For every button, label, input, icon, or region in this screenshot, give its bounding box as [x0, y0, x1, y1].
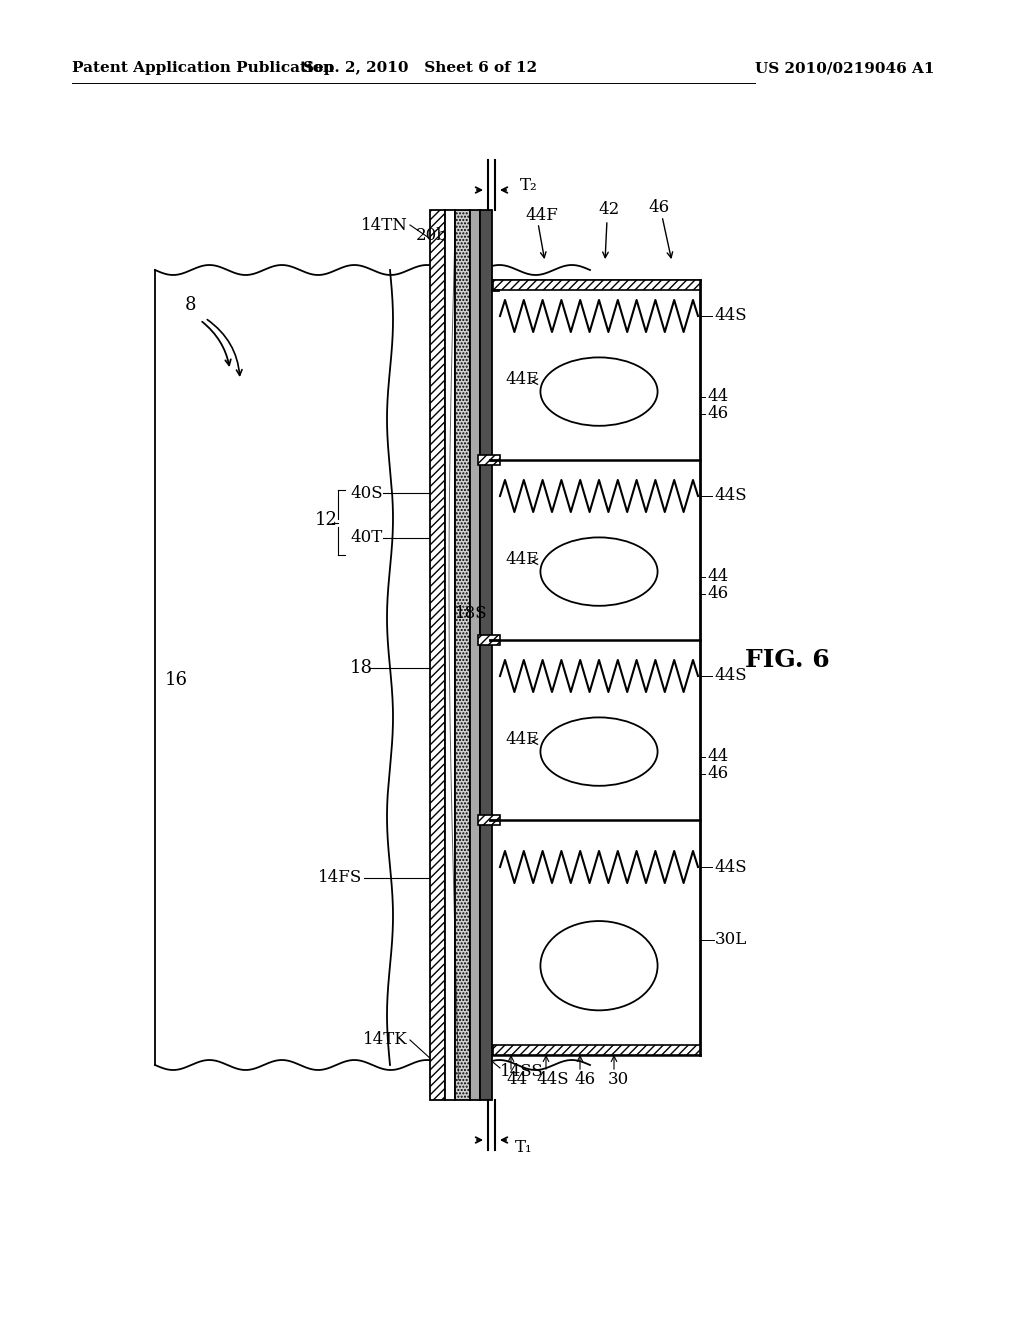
Bar — [445, 210, 455, 1100]
Text: 20b: 20b — [416, 227, 449, 244]
Text: 40T: 40T — [350, 529, 382, 546]
Text: 44S: 44S — [714, 668, 746, 685]
Text: 44S: 44S — [536, 1072, 568, 1089]
Text: 44F: 44F — [505, 552, 538, 568]
Bar — [493, 1045, 700, 1055]
Text: 8: 8 — [185, 296, 197, 314]
Ellipse shape — [541, 537, 657, 606]
Text: 44: 44 — [707, 388, 728, 405]
Text: 14TK: 14TK — [364, 1031, 408, 1048]
Text: US 2010/0219046 A1: US 2010/0219046 A1 — [755, 61, 935, 75]
Text: 46: 46 — [574, 1072, 595, 1089]
Text: 30: 30 — [608, 1072, 630, 1089]
Text: 44: 44 — [707, 748, 728, 766]
Text: 14SS: 14SS — [500, 1064, 544, 1081]
Bar — [493, 280, 700, 290]
Text: 14FS: 14FS — [317, 870, 362, 887]
Text: 44S: 44S — [714, 858, 746, 875]
Bar — [455, 210, 470, 1100]
Text: Patent Application Publication: Patent Application Publication — [72, 61, 334, 75]
Bar — [478, 814, 500, 825]
Text: T₁: T₁ — [515, 1139, 532, 1156]
Text: 44F: 44F — [505, 371, 538, 388]
Text: 12: 12 — [315, 511, 338, 529]
Text: 42: 42 — [598, 202, 620, 219]
Text: 16: 16 — [165, 671, 188, 689]
Ellipse shape — [541, 717, 657, 785]
Text: 44S: 44S — [714, 487, 746, 504]
Text: 44F: 44F — [505, 731, 538, 748]
Text: 46: 46 — [707, 405, 728, 422]
Text: 46: 46 — [707, 585, 728, 602]
Ellipse shape — [541, 921, 657, 1010]
Bar — [470, 210, 480, 1100]
Text: Sep. 2, 2010   Sheet 6 of 12: Sep. 2, 2010 Sheet 6 of 12 — [303, 61, 537, 75]
Text: 44: 44 — [506, 1072, 527, 1089]
Text: 44F: 44F — [525, 206, 558, 223]
Bar — [430, 210, 445, 1100]
Text: 14TN: 14TN — [361, 216, 408, 234]
Ellipse shape — [541, 358, 657, 426]
Text: 44: 44 — [707, 568, 728, 585]
Text: 30L: 30L — [715, 932, 748, 949]
Bar — [478, 635, 500, 645]
Text: T₂: T₂ — [520, 177, 538, 194]
Text: 40S: 40S — [350, 484, 383, 502]
Text: 46: 46 — [707, 766, 728, 781]
Text: 18S: 18S — [455, 605, 487, 622]
Text: 46: 46 — [648, 199, 669, 216]
Bar — [480, 210, 492, 1100]
Text: 44S: 44S — [714, 308, 746, 325]
Text: 18: 18 — [350, 659, 373, 677]
Bar — [478, 455, 500, 465]
Text: FIG. 6: FIG. 6 — [745, 648, 829, 672]
